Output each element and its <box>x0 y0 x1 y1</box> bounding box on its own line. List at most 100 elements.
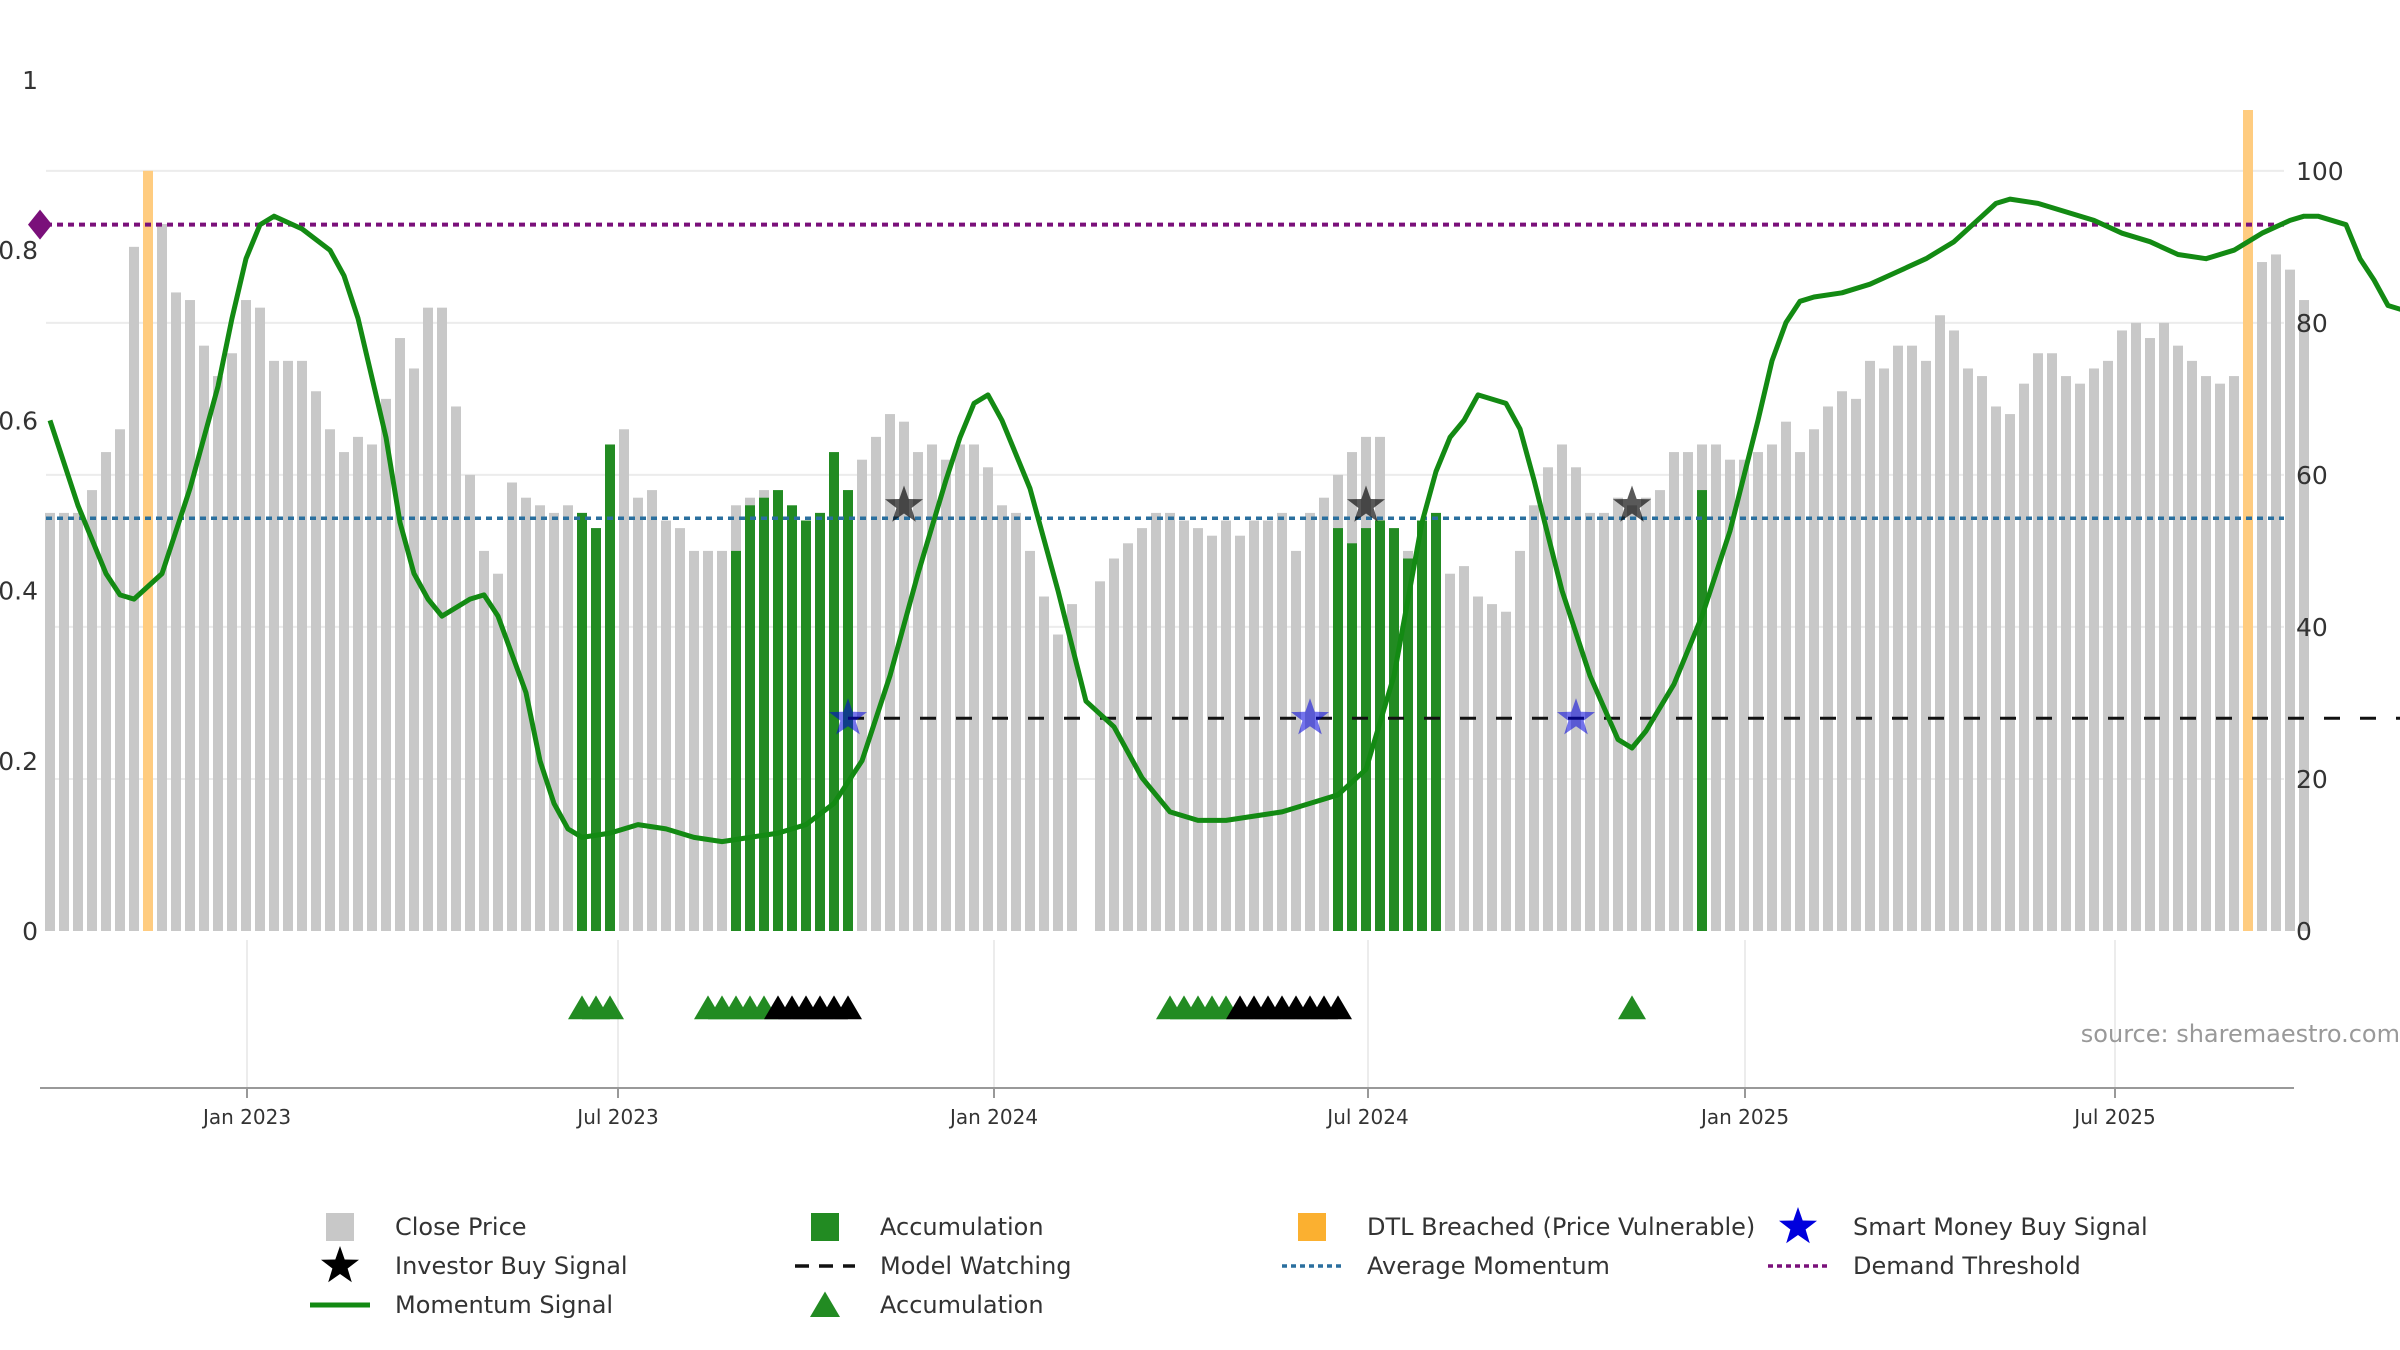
legend-swatch-investor <box>321 1246 359 1283</box>
close-price-bar <box>325 429 335 931</box>
close-price-bar <box>1879 368 1889 931</box>
close-price-bar <box>1641 497 1651 931</box>
close-price-bar <box>857 459 867 931</box>
accumulation-bar <box>1697 490 1707 931</box>
bars-layer <box>45 110 2309 932</box>
close-price-bar <box>115 429 125 931</box>
lines-layer <box>28 196 2400 845</box>
x-tick-label: Jan 2023 <box>201 1105 291 1129</box>
close-price-bar <box>563 505 573 931</box>
close-price-bar <box>1487 604 1497 931</box>
close-price-bar <box>1627 505 1637 931</box>
close-price-bar <box>1963 368 1973 931</box>
markers-layer <box>568 485 1651 1020</box>
close-price-bar <box>1823 406 1833 931</box>
x-tick-label: Jul 2023 <box>575 1105 658 1129</box>
legend-item-momentum: Momentum Signal <box>310 1291 613 1319</box>
legend-item-investor: Investor Buy Signal <box>321 1246 628 1283</box>
close-price-bar <box>1865 360 1875 932</box>
close-price-bar <box>1739 459 1749 931</box>
legend-item-accum_bar: Accumulation <box>811 1213 1044 1241</box>
close-price-bar <box>1907 345 1917 931</box>
smart-money-buy-star <box>1291 698 1329 735</box>
close-price-bar <box>381 398 391 931</box>
close-price-bar <box>213 376 223 931</box>
legend-label: DTL Breached (Price Vulnerable) <box>1367 1213 1755 1241</box>
close-price-bar <box>157 224 167 931</box>
accumulation-bar <box>591 528 601 931</box>
accumulation-marker-triangle <box>1324 995 1352 1020</box>
close-price-bar <box>1599 512 1609 931</box>
close-price-bar <box>2159 322 2169 932</box>
close-price-bar <box>1039 596 1049 931</box>
close-price-bar <box>59 512 69 931</box>
close-price-bar <box>395 338 405 931</box>
legend-swatch-dtl <box>1298 1213 1326 1241</box>
close-price-bar <box>255 307 265 931</box>
accumulation-bar <box>731 550 741 931</box>
close-price-bar <box>1249 520 1259 931</box>
right-tick-label: 0 <box>2296 917 2312 946</box>
close-price-bar <box>311 391 321 931</box>
close-price-bar <box>1613 497 1623 931</box>
accumulation-bar <box>745 505 755 931</box>
axes-layer: 0 20 40 60 80 100 0 0.2 0.4 0.6 0.8 1 Jan 2023 Jul 20… <box>0 66 2344 1129</box>
smart-money-buy-star <box>829 698 867 735</box>
close-price-bar <box>2271 254 2281 931</box>
accumulation-bar <box>605 444 615 931</box>
right-tick-label: 40 <box>2296 613 2328 642</box>
close-price-bar <box>297 360 307 932</box>
close-price-bar <box>983 467 993 931</box>
close-price-bar <box>339 452 349 931</box>
close-price-bar <box>1235 535 1245 931</box>
close-price-bar <box>2033 353 2043 931</box>
close-price-bar <box>423 307 433 931</box>
close-price-bar <box>2061 376 2071 931</box>
close-price-bar <box>2215 383 2225 932</box>
accumulation-bar <box>1333 528 1343 931</box>
left-tick-label: 0.4 <box>0 577 38 606</box>
close-price-bar <box>2257 262 2267 931</box>
close-price-bar <box>1473 596 1483 931</box>
close-price-bar <box>507 482 517 931</box>
accumulation-bar <box>1389 528 1399 931</box>
investor-buy-star <box>1347 485 1385 522</box>
close-price-bar <box>1067 604 1077 931</box>
close-price-bar <box>633 497 643 931</box>
close-price-bar <box>1221 520 1231 931</box>
close-price-bar <box>1935 315 1945 931</box>
legend-label: Demand Threshold <box>1853 1252 2081 1280</box>
close-price-bar <box>913 452 923 931</box>
x-tick-label: Jul 2025 <box>2072 1105 2155 1129</box>
close-price-bar <box>1543 467 1553 931</box>
close-price-bar <box>2285 269 2295 931</box>
x-tick-label: Jan 2025 <box>1699 1105 1789 1129</box>
legend-swatch-accumulation <box>811 1213 839 1241</box>
close-price-bar <box>171 292 181 931</box>
legend-swatch-accumulation-marker <box>810 1291 840 1317</box>
accumulation-bar <box>1417 520 1427 931</box>
close-price-bar <box>1725 459 1735 931</box>
close-price-bar <box>1809 429 1819 931</box>
close-price-bar <box>1501 611 1511 931</box>
dtl-breached-bar <box>2243 110 2253 931</box>
close-price-bar <box>1795 452 1805 931</box>
accumulation-bar <box>577 512 587 931</box>
close-price-bar <box>185 300 195 932</box>
left-tick-label: 0.2 <box>0 747 38 776</box>
close-price-bar <box>2173 345 2183 931</box>
close-price-bar <box>1977 376 1987 931</box>
close-price-bar <box>703 550 713 931</box>
close-price-bar <box>2299 300 2309 932</box>
legend-label: Average Momentum <box>1367 1252 1610 1280</box>
close-price-bar <box>1585 512 1595 931</box>
close-price-bar <box>1137 528 1147 931</box>
close-price-bar <box>1207 535 1217 931</box>
source-label: source: sharemaestro.com <box>2081 1020 2400 1048</box>
accumulation-bar <box>829 452 839 931</box>
close-price-bar <box>927 444 937 931</box>
accumulation-bar <box>759 497 769 931</box>
close-price-bar <box>1151 512 1161 931</box>
close-price-bar <box>2089 368 2099 931</box>
